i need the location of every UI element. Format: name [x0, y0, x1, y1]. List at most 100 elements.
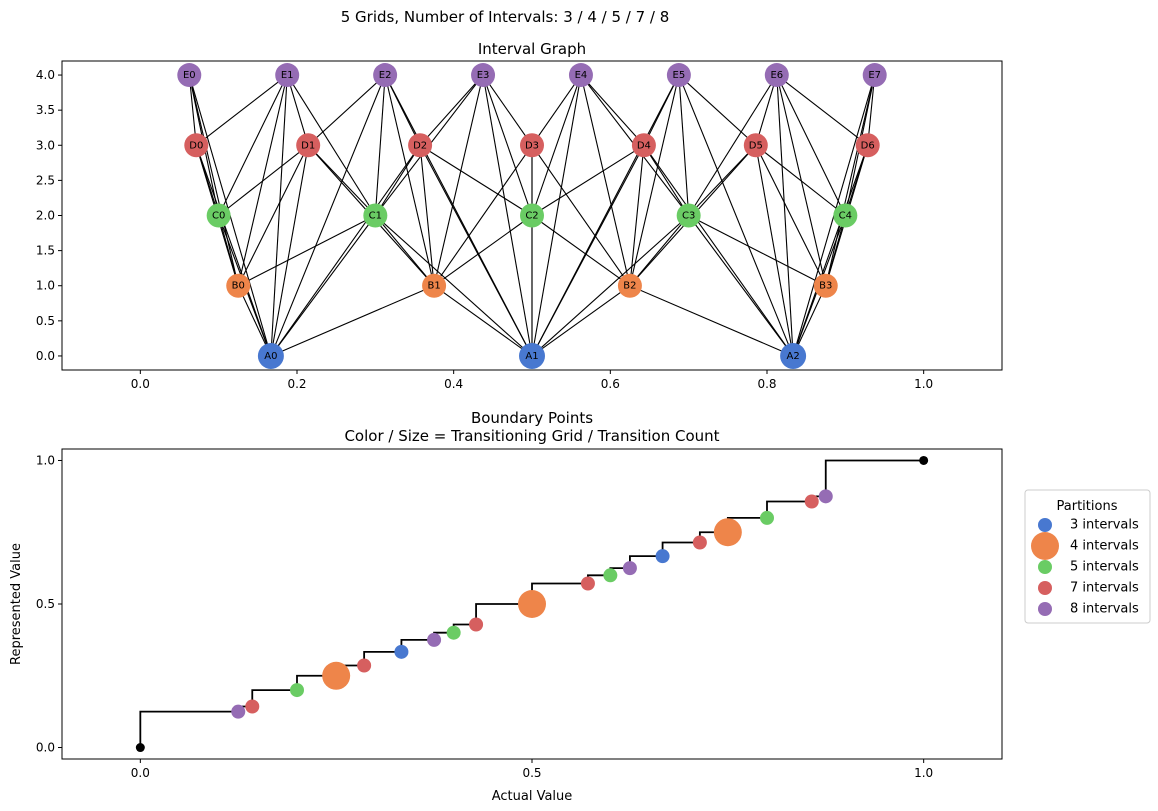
- graph-edge: [270, 144, 421, 357]
- graph-node: [206, 203, 231, 228]
- graph-edge: [776, 74, 869, 146]
- graph-node-label: B2: [623, 281, 636, 292]
- graph-edge: [482, 74, 533, 216]
- interval-graph-y-tick-label: 2.5: [36, 173, 55, 187]
- graph-node: [631, 133, 656, 158]
- graph-edge: [270, 145, 309, 357]
- graph-edge: [629, 74, 680, 286]
- graph-edge: [419, 74, 484, 146]
- legend-items: 3 intervals 4 intervals 5 intervals 7 inter…: [1031, 518, 1139, 617]
- graph-node: [519, 342, 545, 369]
- graph-node-label: C0: [212, 211, 225, 222]
- graph-node-label: E5: [673, 70, 686, 81]
- graph-node-label: A1: [525, 351, 538, 362]
- graph-edge: [482, 74, 533, 357]
- graph-edge: [755, 144, 846, 216]
- interval-graph-x-tick-label: 1.0: [914, 377, 933, 391]
- interval-graph-x-tick-label: 0.4: [444, 377, 463, 391]
- interval-graph-panel: Interval Graph A0 A1 A2 B0 B1 B2 B3 C0 C1 C2 C3 C4 D…: [36, 40, 1003, 391]
- graph-node: [226, 273, 251, 298]
- graph-edge: [482, 74, 533, 146]
- boundary-point: [394, 644, 409, 659]
- interval-graph-x-tick-label: 0.2: [287, 377, 306, 391]
- legend-marker: [1031, 532, 1059, 560]
- graph-edge: [755, 74, 778, 146]
- boundary-points-axes: 0.0 0.5 1.0 0.0 0.5 1.0: [36, 448, 1003, 780]
- graph-node-label: A0: [264, 351, 277, 362]
- boundary-point: [357, 658, 372, 673]
- graph-node: [813, 273, 838, 298]
- boundary-point: [469, 617, 484, 632]
- boundary-point: [322, 661, 351, 690]
- endpoint-marker: [919, 455, 929, 465]
- graph-edge: [433, 285, 533, 357]
- boundary-point: [427, 632, 442, 647]
- boundary-point: [290, 683, 304, 698]
- legend-label: 5 intervals: [1070, 560, 1139, 575]
- graph-node-label: C2: [525, 211, 538, 222]
- graph-node: [422, 273, 447, 298]
- boundary-point: [518, 590, 546, 618]
- boundary-point: [818, 489, 833, 504]
- graph-edge: [419, 145, 435, 286]
- boundary-point: [713, 518, 742, 547]
- graph-edge: [384, 74, 421, 146]
- boundary-points-y-tick-label: 0.5: [36, 597, 55, 611]
- graph-edge: [776, 74, 846, 216]
- interval-graph-y-tick-label: 2.0: [36, 209, 55, 223]
- graph-node-label: E0: [183, 70, 196, 81]
- interval-graph-y-tick-label: 3.0: [36, 138, 55, 152]
- graph-node-label: E7: [868, 70, 881, 81]
- graph-node-label: D2: [413, 140, 427, 151]
- graph-edge: [531, 144, 645, 216]
- graph-node-label: D0: [189, 140, 203, 151]
- interval-graph-x-tick-label: 0.6: [601, 377, 620, 391]
- graph-edge: [237, 215, 376, 287]
- endpoint-marker: [135, 743, 145, 753]
- graph-edge: [270, 75, 288, 356]
- graph-node: [471, 63, 496, 88]
- graph-edge: [776, 75, 794, 356]
- graph-edge: [419, 144, 533, 216]
- interval-graph-y-tick-label: 3.5: [36, 103, 55, 117]
- boundary-points-y-tick-label: 0.0: [36, 741, 55, 755]
- boundary-point: [804, 494, 819, 509]
- graph-edge: [629, 285, 794, 357]
- graph-edge: [531, 74, 680, 357]
- x-axis-label: Actual Value: [492, 789, 573, 804]
- graph-node-label: C4: [839, 211, 852, 222]
- graph-edge: [531, 74, 582, 357]
- graph-edge: [374, 144, 421, 216]
- graph-edge: [307, 74, 386, 146]
- boundary-points-x-tick-label: 0.5: [522, 766, 541, 780]
- graph-edge: [688, 144, 757, 216]
- legend-label: 8 intervals: [1070, 602, 1139, 617]
- graph-node: [764, 63, 789, 88]
- interval-graph-x-tick-label: 0.0: [131, 377, 150, 391]
- interval-graph-y-tick-label: 0.0: [36, 349, 55, 363]
- graph-edge: [286, 74, 376, 216]
- graph-node: [520, 133, 544, 158]
- legend-marker: [1038, 581, 1052, 595]
- graph-edge: [531, 285, 631, 357]
- graph-edge: [531, 74, 582, 216]
- legend-label: 4 intervals: [1070, 539, 1139, 554]
- graph-edge: [433, 74, 484, 286]
- graph-node-label: E4: [575, 70, 588, 81]
- graph-node: [275, 63, 300, 88]
- interval-graph-x-tick-label: 0.8: [757, 377, 776, 391]
- graph-edge: [678, 74, 794, 357]
- graph-edge: [755, 145, 794, 357]
- graph-edge: [195, 145, 220, 216]
- boundary-point: [760, 510, 774, 525]
- graph-node: [855, 133, 880, 158]
- boundary-point: [245, 699, 260, 714]
- graph-edge: [237, 145, 309, 286]
- graph-edge: [531, 215, 631, 287]
- boundary-points-markers: [135, 455, 929, 753]
- graph-edge: [374, 215, 533, 357]
- graph-edge: [433, 215, 533, 287]
- legend-label: 7 intervals: [1070, 581, 1139, 596]
- graph-node: [296, 133, 321, 158]
- graph-edge: [286, 74, 309, 146]
